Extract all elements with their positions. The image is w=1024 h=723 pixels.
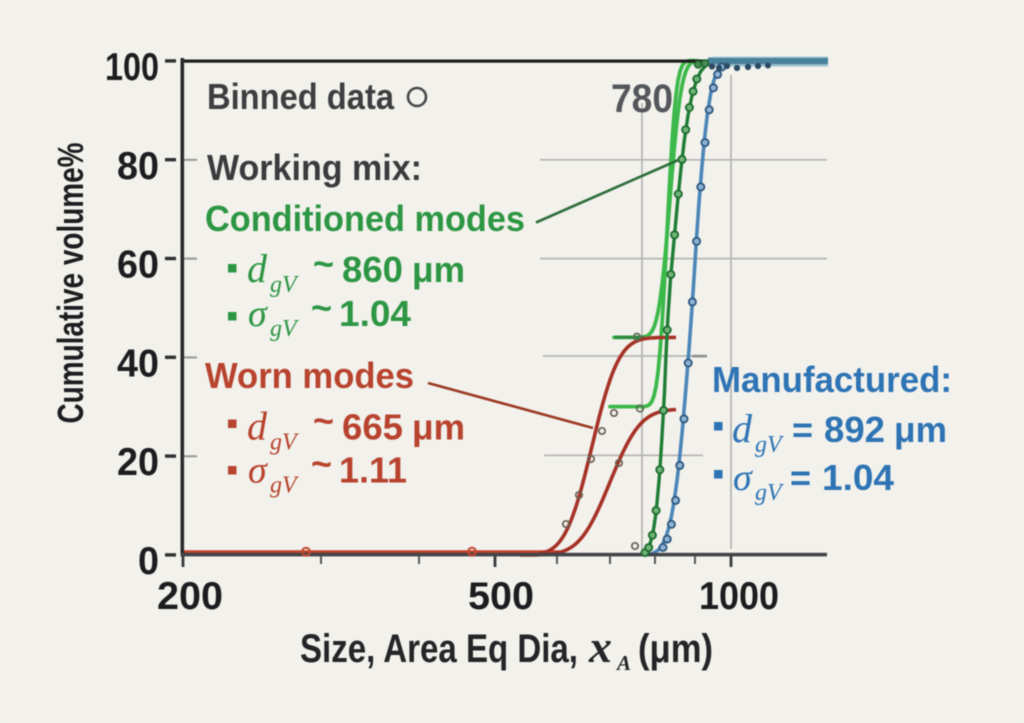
svg-text:σ: σ [248,450,268,492]
svg-text:~: ~ [311,443,332,484]
svg-text:=: = [790,457,811,498]
svg-text:500: 500 [468,575,534,618]
svg-text:Size, Area Eq Dia,: Size, Area Eq Dia, [300,627,578,671]
svg-text:μm: μm [894,409,947,450]
svg-text:40: 40 [117,342,159,385]
svg-text:σ: σ [733,457,753,499]
svg-text:(μm): (μm) [638,627,713,671]
svg-text:0: 0 [138,540,159,583]
svg-text:200: 200 [157,575,223,618]
svg-text:σ: σ [248,293,268,335]
svg-text:μm: μm [412,407,465,448]
svg-text:gV: gV [755,432,784,458]
svg-text:gV: gV [270,272,299,298]
svg-text:892: 892 [824,409,885,450]
svg-text:~: ~ [311,287,332,328]
svg-text:Worn modes: Worn modes [205,355,414,396]
svg-text:gV: gV [270,473,299,499]
svg-text:gV: gV [270,316,299,342]
svg-text:780: 780 [611,77,673,121]
svg-text:gV: gV [270,430,299,456]
svg-text:x: x [588,621,612,672]
svg-text:~: ~ [313,400,334,441]
svg-text:d: d [732,406,753,451]
svg-text:1.04: 1.04 [339,293,411,334]
svg-text:Conditioned modes: Conditioned modes [205,198,525,239]
svg-text:20: 20 [117,441,159,484]
svg-text:860: 860 [342,249,403,290]
svg-text:Cumulative volume%: Cumulative volume% [50,143,91,424]
svg-text:665: 665 [342,407,403,448]
svg-text:1.11: 1.11 [339,450,407,491]
svg-text:Working mix:: Working mix: [207,147,422,188]
svg-text:~: ~ [313,243,334,284]
svg-text:80: 80 [117,145,159,188]
svg-text:A: A [615,651,631,675]
svg-text:Binned data: Binned data [207,76,395,117]
svg-text:d: d [247,246,268,291]
svg-text:μm: μm [412,249,465,290]
svg-text:100: 100 [105,46,159,89]
svg-text:d: d [247,404,268,449]
svg-text:1.04: 1.04 [822,457,894,498]
svg-text:gV: gV [755,480,784,506]
svg-text:Manufactured:: Manufactured: [712,359,952,400]
svg-text:1000: 1000 [699,575,779,618]
svg-text:=: = [792,409,813,450]
svg-text:60: 60 [117,244,159,287]
